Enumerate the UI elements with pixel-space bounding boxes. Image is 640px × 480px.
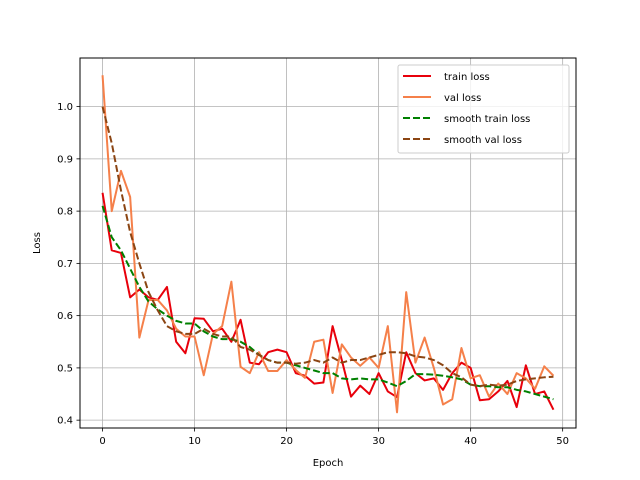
x-tick-label: 50 — [556, 436, 569, 447]
y-tick-label: 0.9 — [57, 154, 73, 165]
legend-label-smooth-val-loss: smooth val loss — [444, 135, 522, 146]
series-lines — [101, 75, 555, 414]
x-tick-label: 30 — [372, 436, 385, 447]
plot-area-frame — [79, 57, 577, 429]
y-tick-label: 0.5 — [57, 363, 73, 374]
y-axis-title: Loss — [32, 232, 43, 254]
smooth-train-loss-line — [101, 205, 554, 401]
y-tick-label: 0.8 — [57, 207, 73, 218]
x-tick-label: 40 — [464, 436, 477, 447]
x-tick-label: 20 — [280, 436, 293, 447]
ticks: 0 10 20 30 40 50 0.4 0.5 0.6 0.7 0.8 0.9 1.0 — [57, 102, 569, 447]
y-tick-label: 0.7 — [57, 259, 73, 270]
legend: train loss val loss smooth train loss smoot… — [397, 64, 570, 154]
val-loss-line — [101, 75, 555, 414]
x-tick-label: 10 — [188, 436, 201, 447]
y-tick-label: 1.0 — [57, 102, 73, 113]
x-axis-title: Epoch — [313, 458, 344, 469]
y-tick-label: 0.4 — [57, 416, 73, 427]
x-tick-label: 0 — [99, 436, 105, 447]
legend-box — [397, 64, 570, 154]
y-tick-label: 0.6 — [57, 311, 73, 322]
legend-label-smooth-train-loss: smooth train loss — [444, 114, 530, 125]
smooth-val-loss-line — [101, 106, 554, 388]
train-loss-line — [101, 192, 555, 411]
legend-label-val-loss: val loss — [444, 93, 481, 104]
legend-label-train-loss: train loss — [444, 72, 490, 83]
